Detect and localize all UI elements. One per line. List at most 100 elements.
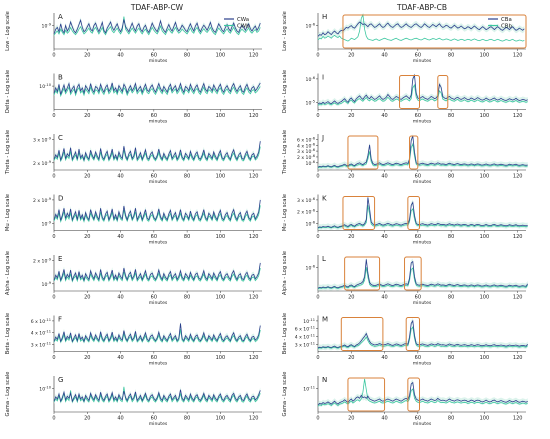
x-tick-label: 40 (381, 113, 387, 119)
x-tick-label: 0 (52, 355, 55, 361)
highlight-box (342, 14, 527, 49)
x-tick-label: 120 (249, 53, 259, 59)
highlight-box (347, 135, 379, 170)
x-tick-label: 0 (316, 295, 319, 301)
series-line-CBb (317, 378, 528, 407)
series-line-CWb (53, 267, 261, 283)
x-tick-label: 60 (415, 234, 421, 240)
panel-letter: F (58, 316, 62, 324)
confidence-band (318, 73, 528, 107)
y-tick-exponent: -11 (45, 330, 51, 334)
series-line-CBb (317, 13, 525, 42)
x-tick-label: 20 (84, 113, 90, 119)
panel-letter: D (58, 195, 63, 203)
x-tick-label: 0 (316, 53, 319, 59)
highlight-box (404, 256, 422, 291)
x-tick-label: 60 (415, 53, 421, 59)
x-tick-label: 40 (381, 416, 387, 422)
y-tick-label: 3 x 10-11 (31, 341, 51, 348)
x-tick-label: 60 (415, 295, 421, 301)
x-axis-label: minutes (149, 240, 168, 246)
y-tick-label: 10-6 (306, 76, 316, 83)
x-tick-label: 20 (348, 234, 354, 240)
x-tick-label: 20 (84, 234, 90, 240)
y-tick-label: 10-9 (42, 281, 52, 288)
panel-letter: B (58, 74, 63, 82)
panel-L: L Alpha - Log scale 10-6 0 20 40 60 80 100 120 min… (282, 251, 529, 306)
x-tick-label: 40 (381, 234, 387, 240)
x-tick-label: 40 (117, 295, 123, 301)
y-tick-label: 10-5 (306, 99, 315, 106)
y-tick-label: 3 x 10-6 (297, 197, 316, 204)
x-tick-label: 40 (381, 174, 387, 180)
series-line-CBa (317, 73, 528, 105)
y-tick-exponent: -6 (311, 142, 315, 146)
panel-A: A Low - Log scale 10-9 0 20 40 60 80 100 120 minut… (5, 11, 262, 64)
y-tick-exponent: -9 (47, 136, 51, 140)
y-tick-label: 2 x 10-9 (33, 160, 52, 167)
series-line-CWb (53, 386, 261, 404)
x-tick-label: 60 (415, 113, 421, 119)
y-tick-exponent: -11 (45, 341, 51, 345)
x-tick-label: 80 (184, 53, 190, 59)
x-tick-label: 20 (84, 53, 90, 59)
highlight-box (342, 196, 376, 230)
col-title-left: TDAF-ABP-CW (130, 3, 184, 12)
y-tick-label: 10-10 (39, 83, 51, 90)
series-line-CWb (53, 16, 261, 36)
y-tick-exponent: -6 (311, 76, 315, 80)
x-tick-label: 100 (480, 416, 490, 422)
y-tick-exponent: -5 (311, 99, 315, 103)
panel-letter: C (58, 134, 63, 142)
x-tick-label: 80 (448, 53, 454, 59)
x-tick-label: 100 (216, 234, 226, 240)
series-line-CBa (317, 21, 525, 37)
y-tick-label: 10-6 (306, 265, 316, 272)
y-tick-label: 10-6 (306, 160, 316, 167)
x-tick-label: 60 (151, 174, 157, 180)
x-tick-label: 80 (448, 113, 454, 119)
y-axis-label: Theta - Log scale (282, 130, 288, 175)
x-tick-label: 80 (184, 416, 190, 422)
x-tick-label: 60 (415, 355, 421, 361)
x-tick-label: 0 (316, 416, 319, 422)
y-tick-label: 4 x 10-6 (297, 142, 316, 149)
series-line-CWb (53, 329, 261, 344)
y-axis-label: Low - Log scale (282, 11, 288, 51)
x-tick-label: 80 (448, 355, 454, 361)
series-line-CBa (317, 319, 528, 349)
y-tick-exponent: -11 (309, 318, 315, 322)
panel-letter: M (322, 316, 328, 324)
x-tick-label: 100 (216, 174, 226, 180)
series-line-CBb (317, 325, 528, 349)
y-tick-label: 4 x 10-11 (295, 334, 315, 341)
y-tick-exponent: -6 (311, 23, 315, 27)
x-tick-label: 40 (117, 355, 123, 361)
series-line-CBb (317, 205, 528, 229)
y-tick-label: 2 x 10-9 (33, 257, 52, 264)
y-tick-label: 2 x 10-6 (297, 209, 316, 216)
x-tick-label: 100 (480, 355, 490, 361)
y-axis-label: Delta - Log scale (5, 70, 11, 113)
panel-N: N Gama - Log scale 10-11 0 20 40 60 80 100 120 min… (282, 372, 528, 427)
y-tick-label: 10-9 (42, 220, 52, 227)
x-tick-label: 80 (448, 416, 454, 422)
x-axis-label: minutes (413, 119, 432, 125)
legend-label: CBa (501, 17, 512, 23)
panels: A Low - Log scale 10-9 0 20 40 60 80 100 120 minut… (5, 11, 529, 427)
series-line-CWb (53, 205, 261, 223)
y-tick-exponent: -6 (311, 154, 315, 158)
x-axis-label: minutes (149, 361, 168, 367)
x-tick-label: 20 (348, 113, 354, 119)
y-axis-label: Low - Log scale (5, 11, 11, 51)
x-tick-label: 80 (448, 295, 454, 301)
y-tick-label: 4 x 10-11 (31, 330, 51, 337)
x-axis-label: minutes (413, 421, 432, 427)
series-line-CWa (53, 323, 261, 343)
y-tick-exponent: -9 (47, 160, 51, 164)
x-tick-label: 60 (151, 416, 157, 422)
highlight-box (399, 75, 421, 109)
panel-F: F Beta - Log scale 3 x 10-11 4 x 10-11 6 x 1… (5, 313, 262, 367)
y-tick-exponent: -10 (45, 83, 52, 87)
y-axis-label: Gama - Log scale (282, 372, 288, 417)
